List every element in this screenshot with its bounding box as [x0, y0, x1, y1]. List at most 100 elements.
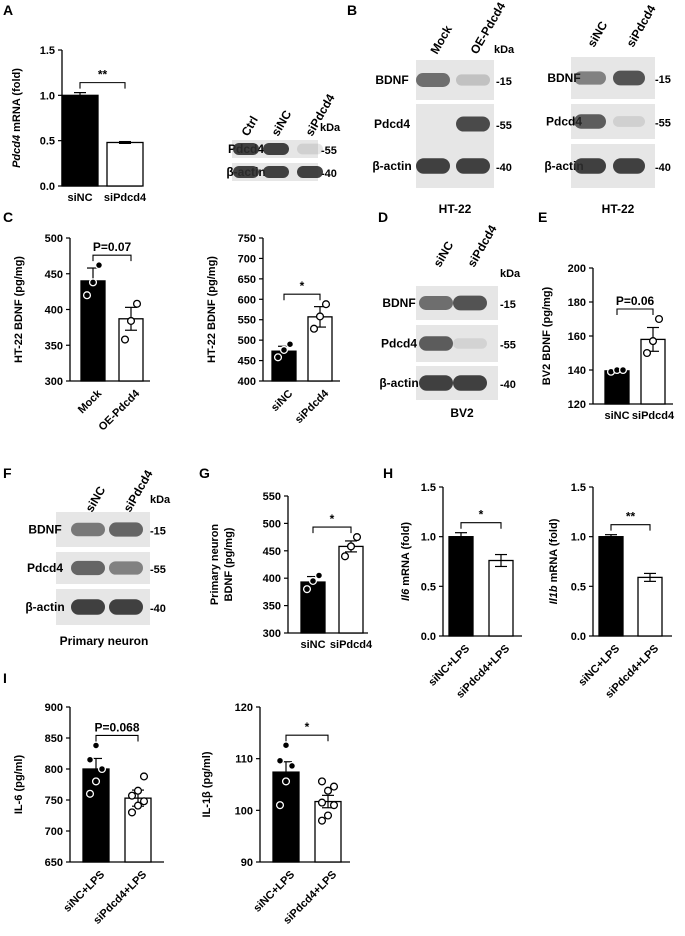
protein-band: [233, 143, 259, 155]
protein-band: [297, 143, 323, 155]
y-tick-label: 1.0: [421, 532, 436, 544]
significance-label: *: [305, 720, 310, 734]
y-axis-label: Pdcd4 mRNA (fold): [11, 68, 23, 168]
y-tick-label: 550: [238, 315, 256, 327]
mw-marker: -40: [321, 168, 337, 180]
data-point: [329, 782, 339, 791]
protein-label: Pdcd4: [374, 117, 410, 131]
protein-label: β-actin: [379, 376, 418, 390]
data-point: [329, 801, 339, 810]
data-point: [346, 542, 356, 551]
kda-label: kDa: [494, 44, 515, 56]
data-point: [654, 314, 664, 324]
lane-label: siPdcd4: [120, 467, 155, 514]
y-tick-label: 0.5: [571, 581, 586, 593]
y-tick-label: 300: [45, 376, 63, 388]
A-blot: CtrlsiNCsiPdcd4kDaPdcd4-55β-actin-40: [226, 91, 341, 181]
data-point: [281, 741, 291, 750]
y-tick-label: 350: [263, 601, 281, 613]
significance-bracket: [92, 254, 132, 262]
protein-band: [574, 71, 606, 85]
y-tick-label: 500: [238, 335, 256, 347]
mw-marker: -55: [500, 340, 516, 352]
protein-label: Pdcd4: [546, 115, 582, 129]
y-axis-label-text: mRNA (fold): [548, 518, 560, 585]
data-point: [279, 345, 289, 354]
C1-chart: 300 350 400 450 500 HT-22 BDNF (pg/mg) MockOE-…: [13, 233, 150, 433]
y-tick-label: 0.0: [421, 631, 436, 643]
protein-label: Pdcd4: [381, 337, 417, 351]
significance-label: *: [330, 512, 335, 526]
data-point: [120, 335, 130, 344]
protein-band: [453, 295, 487, 311]
bar-2: [314, 800, 342, 863]
lane-label: siNC: [584, 19, 610, 50]
significance-bracket: [283, 293, 321, 301]
y-tick-label: 200: [568, 263, 586, 275]
y-tick-label: 600: [238, 294, 256, 306]
bar-1: [598, 536, 624, 637]
panel-label-g: G: [199, 465, 210, 481]
protein-band: [71, 560, 105, 576]
significance-bracket: [285, 734, 329, 742]
data-point: [88, 278, 98, 287]
y-tick-label: 400: [238, 376, 256, 388]
protein-band: [574, 158, 606, 174]
y-axis-label: IL-6 (pg/ml): [13, 755, 25, 815]
protein-band: [109, 599, 143, 615]
protein-band: [419, 296, 453, 310]
x-category-label: siNC: [300, 639, 325, 651]
protein-band: [456, 74, 490, 86]
protein-band: [419, 336, 453, 351]
y-axis-label-line2: BDNF (pg/mg): [223, 527, 235, 601]
y-tick-label: 400: [45, 305, 63, 317]
lane-label: siNC: [430, 239, 456, 270]
panel-label-f: F: [3, 465, 12, 481]
data-point: [308, 576, 318, 585]
data-point: [133, 801, 143, 810]
lane-label: siPdcd4: [464, 222, 499, 269]
significance-bracket: [610, 524, 651, 531]
protein-band: [263, 166, 289, 178]
cell-line-caption: HT-22: [439, 202, 472, 216]
y-axis-label: HT-22 BDNF (pg/mg): [13, 256, 25, 363]
significance-label: P=0.06: [616, 294, 655, 308]
panel-label-b: B: [347, 2, 357, 18]
significance-bracket: [460, 522, 502, 529]
x-category-label: siNC: [604, 410, 629, 422]
G-chart: 300 350 400 450 500 550 Primary neuron BDNF (pg…: [209, 491, 373, 651]
y-axis-label-text: HT-22 BDNF (pg/mg): [206, 256, 218, 363]
panel-label-e: E: [538, 209, 547, 225]
y-axis-label-text: HT-22 BDNF (pg/mg): [13, 256, 25, 363]
E-chart: 120 140 160 180 200 BV2 BDNF (pg/mg) siNC siPdc…: [541, 263, 675, 422]
protein-label: Pdcd4: [27, 561, 63, 575]
bar-1: [604, 370, 630, 405]
data-point: [139, 772, 149, 781]
protein-band: [453, 338, 487, 349]
x-category-label: siNC+LPS: [251, 869, 297, 915]
significance-label: P=0.07: [93, 240, 132, 254]
data-point: [127, 791, 137, 800]
significance-bracket: [79, 82, 126, 89]
data-point: [127, 808, 137, 817]
bar-2: [338, 545, 364, 634]
y-tick-label: 140: [568, 365, 586, 377]
mw-marker: -40: [655, 162, 671, 174]
protein-band: [109, 522, 143, 537]
y-axis-label-text: IL-6 (pg/ml): [13, 755, 25, 815]
bar-2: [488, 559, 514, 637]
cell-line-caption: BV2: [450, 406, 474, 420]
protein-band: [613, 70, 645, 86]
y-tick-label: 180: [568, 297, 586, 309]
y-axis-label: IL-1β (pg/ml): [201, 751, 213, 817]
y-tick-label: 900: [45, 702, 63, 714]
panel-label-h: H: [383, 465, 393, 481]
lane-label: siNC: [268, 108, 294, 139]
y-axis-label-text: BV2 BDNF (pg/mg): [541, 286, 553, 385]
lane-label: siPdcd4: [623, 2, 658, 49]
protein-band: [71, 599, 105, 615]
mw-marker: -40: [496, 162, 512, 174]
